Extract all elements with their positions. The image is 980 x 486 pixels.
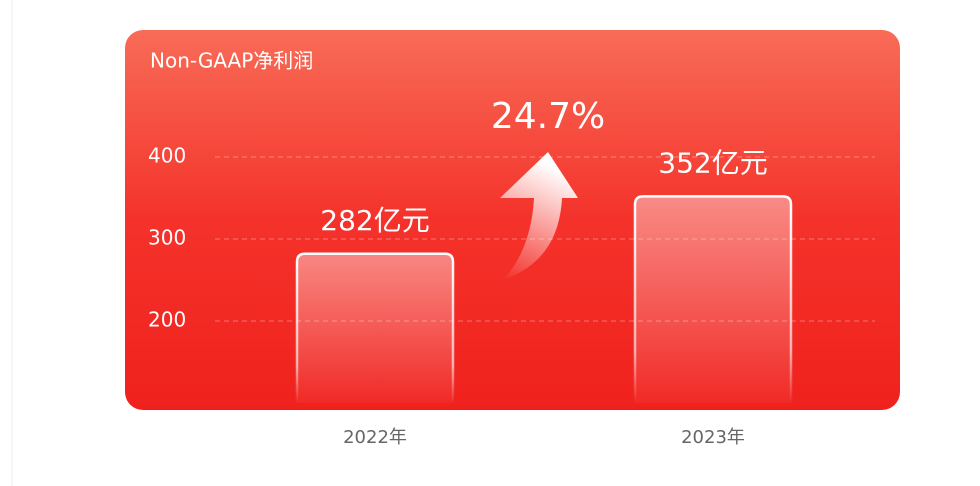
y-tick-label: 200 xyxy=(148,308,186,332)
y-tick-label: 400 xyxy=(148,144,186,168)
value-label: 352亿元 xyxy=(658,146,767,179)
x-tick-label: 2022年 xyxy=(343,427,407,448)
value-label: 282亿元 xyxy=(320,204,429,237)
x-tick-label: 2023年 xyxy=(681,427,745,448)
bar xyxy=(295,252,455,403)
growth-annotation: 24.7% xyxy=(491,96,605,137)
bar xyxy=(633,195,793,403)
growth-arrow xyxy=(500,152,578,280)
y-tick-label: 300 xyxy=(148,226,186,250)
chart-title: Non-GAAP净利润 xyxy=(150,49,313,73)
